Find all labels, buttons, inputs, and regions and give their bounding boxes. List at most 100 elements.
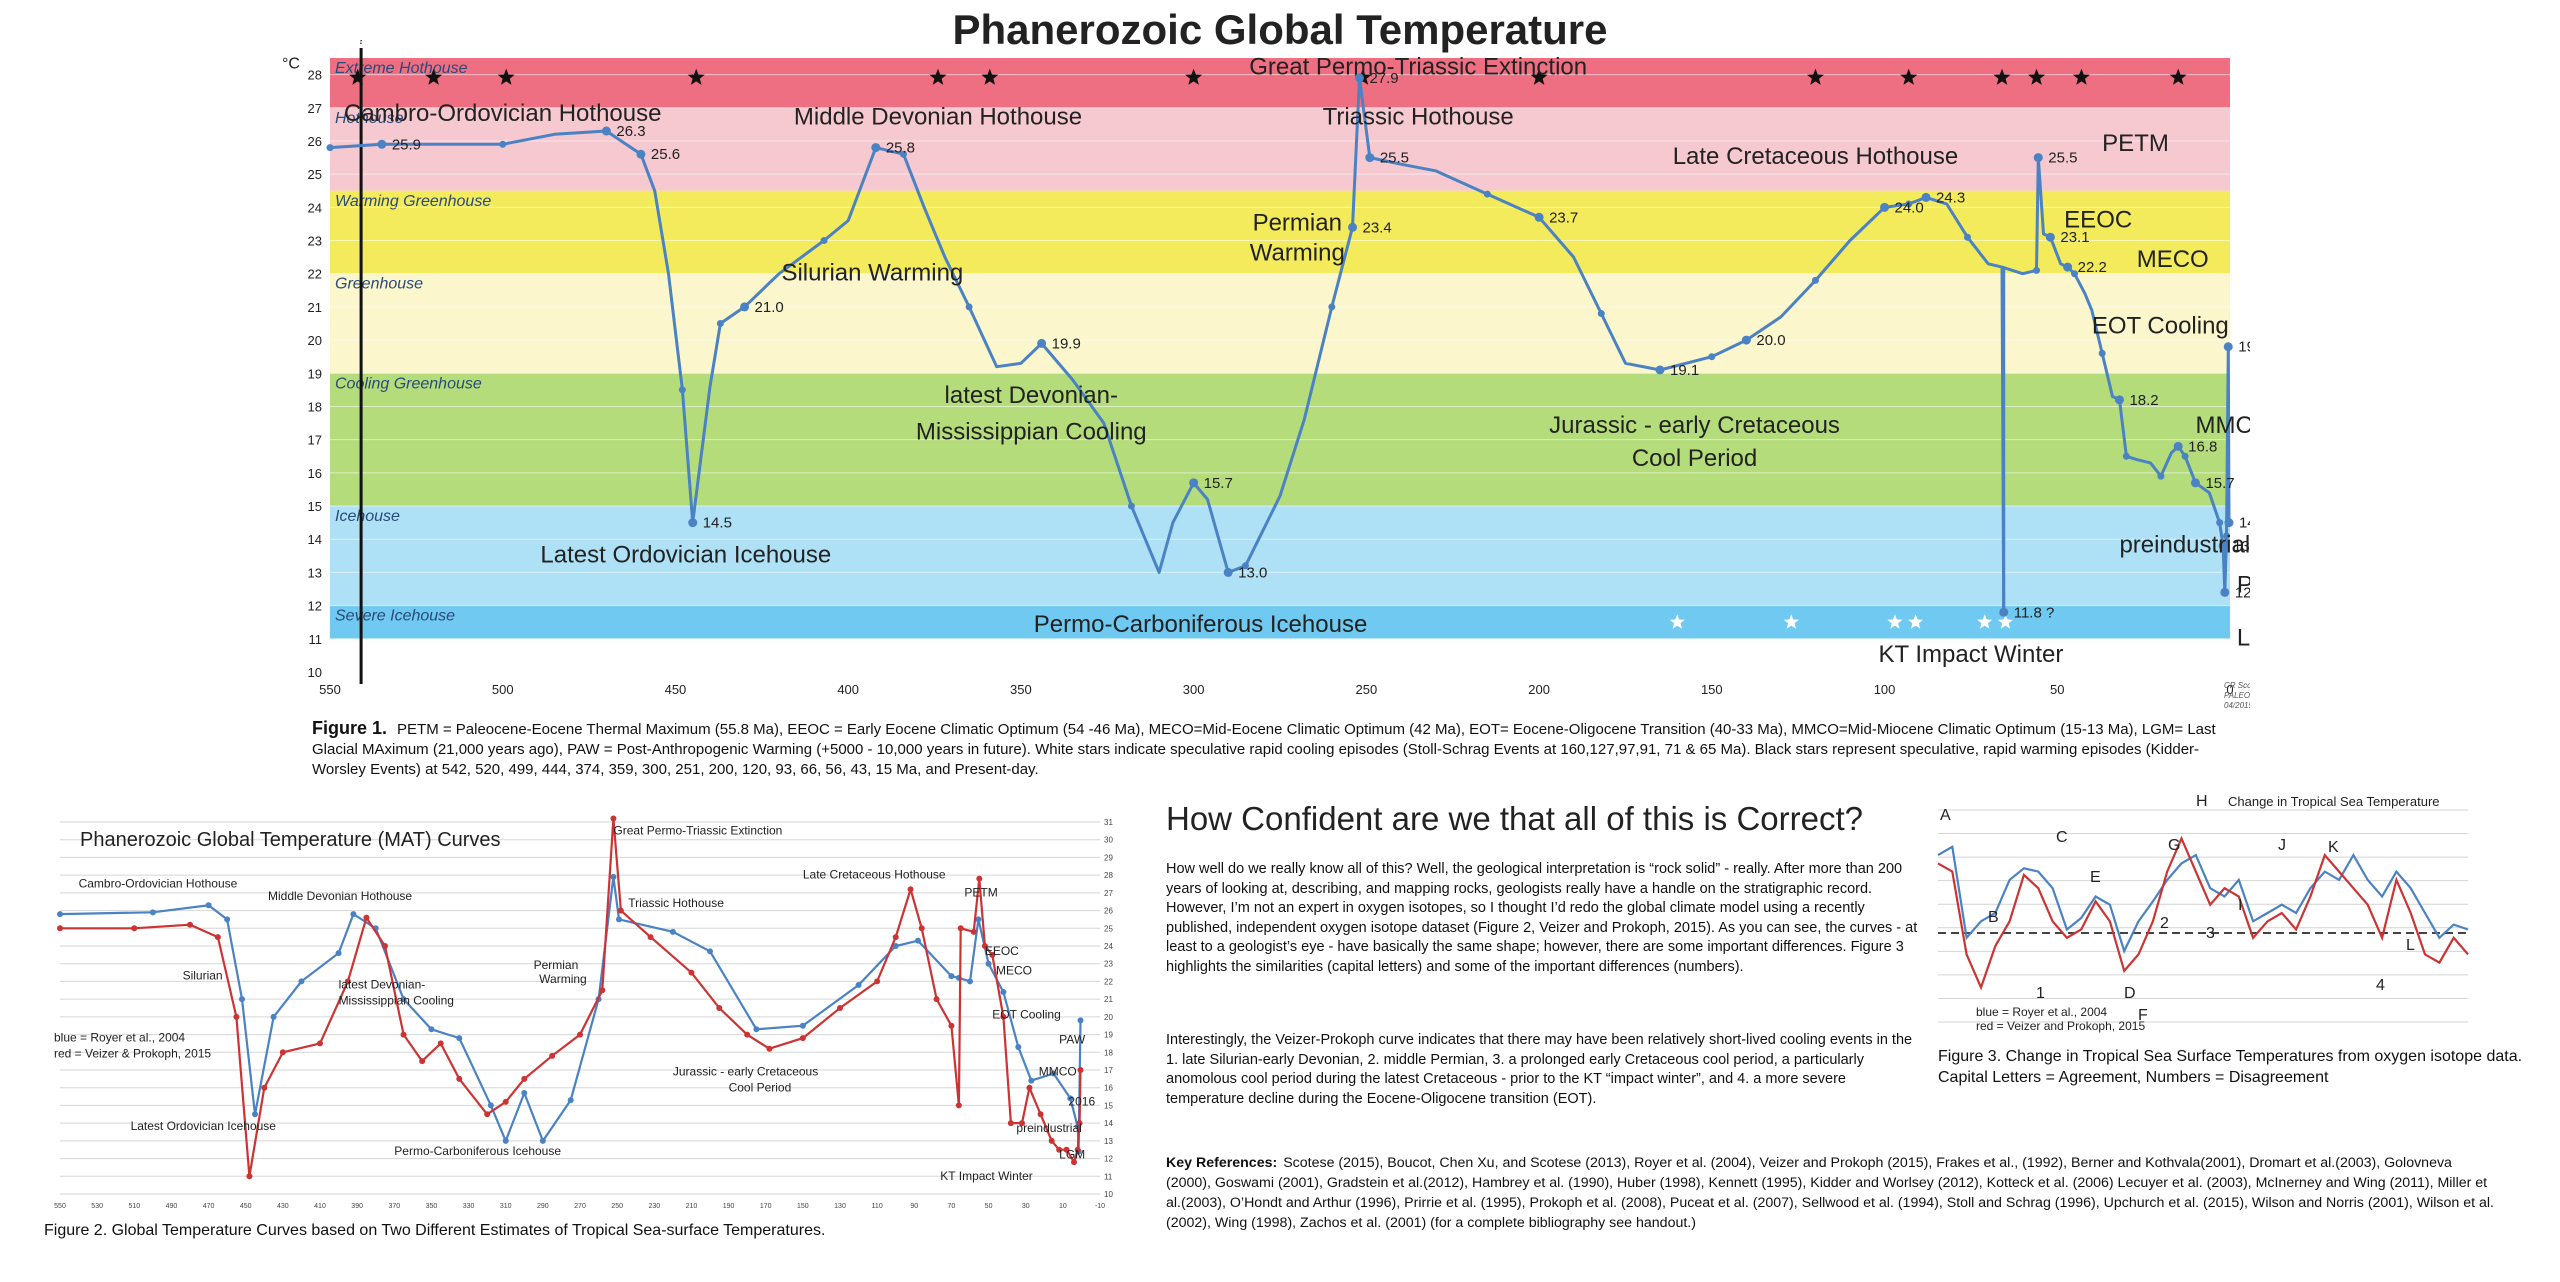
chart-annotation: Late Cretaceous Hothouse: [1673, 143, 1959, 170]
x-tick-label: 330: [463, 1203, 475, 1210]
white-star: [1908, 614, 1924, 629]
x-tick-label: 10: [1059, 1203, 1067, 1210]
series-point-1: [599, 987, 606, 994]
agreement-label: L: [2406, 937, 2415, 954]
point-value-label: 14.5 2016: [2239, 515, 2250, 532]
confidence-paragraph-2: Interestingly, the Veizer-Prokoph curve …: [1166, 1032, 1913, 1107]
chart-annotation: Great Permo-Triassic Extinction: [1249, 54, 1587, 81]
main-title: Phanerozoic Global Temperature: [952, 6, 1608, 53]
labeled-point: [2173, 441, 2183, 451]
y-tick-label: 22: [1104, 977, 1113, 986]
labeled-point: [1223, 567, 1233, 577]
band-label-1: Hothouse: [335, 110, 404, 127]
point-value-label: 23.7: [1549, 209, 1578, 226]
y-tick-label: 31: [1104, 818, 1113, 827]
references-text: Scotese (2015), Boucot, Chen Xu, and Sco…: [1166, 1155, 2494, 1231]
series-point-1: [948, 1022, 955, 1029]
y-tick-label: 11: [1104, 1172, 1113, 1181]
white-star: [1887, 614, 1903, 629]
labeled-point: [1921, 192, 1931, 202]
y-tick-label: 13: [1104, 1137, 1113, 1146]
figure3-chart: Change in Tropical Sea Temperature A B C D E F…: [1937, 793, 2469, 1033]
y-tick-label: 10: [1104, 1190, 1113, 1199]
chart-annotation: LGM: [1059, 1148, 1085, 1162]
series-point: [2122, 452, 2130, 460]
labeled-point: [1354, 73, 1364, 83]
chart-annotation: Jurassic - early Cretaceous: [1549, 412, 1840, 439]
chart-annotation: Silurian Warming: [781, 259, 963, 286]
series-point-0: [521, 1090, 528, 1097]
chart-annotation: preindustrial: [1016, 1121, 1081, 1135]
x-tick-label: 350: [1010, 682, 1032, 697]
x-tick-label: 100: [1874, 682, 1896, 697]
chart-annotation: Cool Period: [1632, 445, 1757, 472]
black-star: [1530, 68, 1548, 85]
y-tick-label: 23: [1104, 960, 1113, 969]
series-point: [965, 303, 973, 311]
y-tick-label: 26: [308, 134, 322, 149]
chart-annotation: Silurian: [183, 969, 223, 983]
credit-text: CR Scotese: [2224, 681, 2250, 690]
y-tick-label: 15: [308, 499, 322, 514]
chart-annotation: Triassic Hothouse: [1323, 103, 1514, 130]
series-point-1: [989, 951, 996, 958]
series-point-1: [1019, 1120, 1025, 1127]
chart-annotation: PETM: [2102, 130, 2169, 157]
figure1-caption: Figure 1. PETM = Paleocene-Eocene Thermal…: [312, 718, 2232, 780]
band-3: [330, 273, 2230, 374]
chart-annotation: Great Permo-Triassic Extinction: [613, 823, 782, 837]
point-value-label: 23.1: [2060, 229, 2089, 246]
point-value-label: 24.3: [1936, 189, 1965, 206]
figure1-caption-label: Figure 1.: [312, 718, 388, 738]
black-star: [425, 68, 443, 85]
series-point-0: [1000, 989, 1007, 996]
chart-annotation: Cambro-Ordovician Hothouse: [344, 100, 661, 127]
labeled-point: [2220, 587, 2230, 597]
series-point: [1328, 303, 1336, 311]
black-star: [2072, 68, 2090, 85]
series-point-0: [669, 928, 676, 935]
series-point-0: [57, 911, 63, 918]
y-tick-label: 25: [1104, 924, 1113, 933]
figure1-caption-text: PETM = Paleocene-Eocene Thermal Maximum …: [312, 721, 2216, 778]
point-value-label: 15.7: [2205, 475, 2234, 492]
figure2-caption: Figure 2. Global Temperature Curves base…: [44, 1222, 826, 1239]
point-value-label: 19.9: [1052, 335, 1081, 352]
x-tick-label: 400: [837, 682, 859, 697]
labeled-point: [1534, 212, 1544, 222]
x-tick-label: 70: [948, 1203, 956, 1210]
x-tick-label: 170: [760, 1203, 772, 1210]
series-point-0: [567, 1097, 574, 1104]
y-tick-label: 21: [1104, 995, 1113, 1004]
y-tick-label: 12: [1104, 1155, 1113, 1164]
chart-annotation: Permo-Carboniferous Icehouse: [1034, 611, 1368, 638]
y-tick-label: 20: [308, 333, 322, 348]
series-point-1: [131, 925, 138, 932]
series-point-1: [799, 1035, 806, 1042]
y-tick-label: 30: [1104, 836, 1113, 845]
y-tick-label: 16: [308, 466, 322, 481]
chart-annotation: KT Impact Winter: [1878, 641, 2063, 668]
chart-annotation: preindustrial: [2119, 532, 2250, 559]
series-point-1: [970, 928, 977, 935]
point-value-label: 15.7: [1204, 475, 1233, 492]
series-point-1: [647, 934, 654, 941]
series-point-1: [1063, 1146, 1070, 1153]
series-point-0: [967, 978, 973, 985]
x-tick-label: 490: [166, 1203, 178, 1210]
series-point-1: [892, 934, 899, 941]
series-point-1: [1076, 1120, 1083, 1127]
x-tick-label: 470: [203, 1203, 215, 1210]
chart-annotation: Permian: [534, 958, 579, 972]
series-point-0: [1067, 1095, 1074, 1102]
black-star: [687, 68, 705, 85]
black-star: [1993, 68, 2011, 85]
chart-annotation: Late Cretaceous Hothouse: [803, 868, 946, 882]
legend-entry: blue = Royer et al., 2004: [1976, 1005, 2107, 1019]
chart-annotation: 2016: [1068, 1094, 1095, 1108]
y-tick-label: 12: [308, 599, 322, 614]
series-point-0: [400, 996, 407, 1003]
y-tick-label: 27: [1104, 889, 1113, 898]
y-tick-label: 17: [308, 433, 322, 448]
x-tick-label: 130: [834, 1203, 846, 1210]
